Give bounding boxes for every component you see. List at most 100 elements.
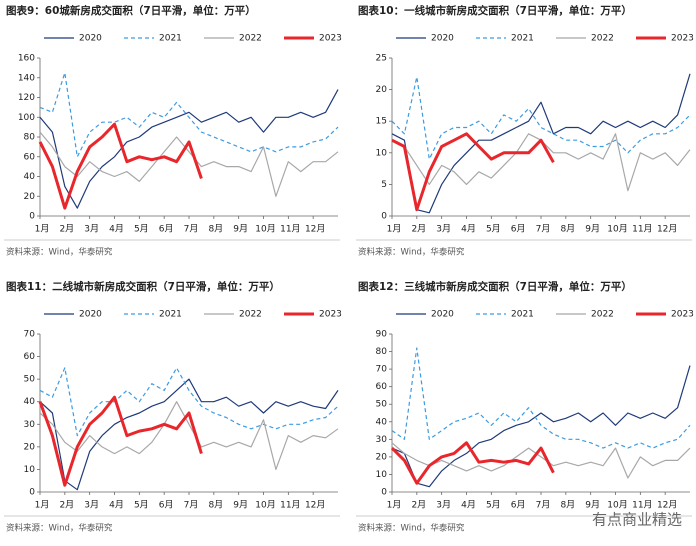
y-tick-label: 15 [376, 117, 387, 127]
x-tick-label: 10月 [607, 224, 627, 235]
x-tick-label: 1月 [35, 224, 50, 235]
x-tick-label: 12月 [305, 500, 325, 511]
legend-label: 2020 [79, 310, 102, 320]
x-tick-label: 7月 [184, 224, 199, 235]
y-tick-label: 160 [18, 54, 35, 64]
y-tick-label: 30 [376, 435, 388, 445]
series-line [39, 72, 339, 158]
legend-label: 2020 [79, 34, 102, 44]
y-tick-label: 60 [24, 152, 36, 162]
legend-label: 2022 [591, 310, 614, 320]
legend-label: 2021 [159, 310, 182, 320]
source-note: 资料来源：Wind，华泰研究 [358, 523, 465, 534]
x-tick-label: 3月 [84, 500, 99, 511]
y-tick-label: 20 [376, 85, 388, 95]
legend-label: 2023 [319, 34, 342, 44]
x-tick-label: 5月 [134, 224, 149, 235]
y-tick-label: 40 [24, 397, 36, 407]
x-tick-label: 7月 [184, 500, 199, 511]
y-tick-label: 20 [24, 442, 36, 452]
legend-label: 2022 [239, 34, 262, 44]
series-line [391, 73, 691, 214]
series-line [391, 347, 691, 449]
x-tick-label: 11月 [632, 500, 652, 511]
x-tick-label: 9月 [585, 224, 600, 235]
x-tick-label: 12月 [657, 224, 677, 235]
series-line [39, 401, 339, 470]
x-tick-label: 6月 [159, 224, 174, 235]
y-tick-label: 60 [376, 382, 388, 392]
x-tick-label: 4月 [109, 224, 124, 235]
series-line [391, 365, 691, 488]
legend-label: 2022 [591, 34, 614, 44]
y-tick-label: 120 [18, 93, 35, 103]
y-tick-label: 140 [18, 73, 35, 83]
x-tick-label: 1月 [35, 500, 50, 511]
y-tick-label: 80 [24, 133, 36, 143]
x-tick-label: 10月 [255, 224, 275, 235]
x-tick-label: 8月 [208, 224, 223, 235]
y-tick-label: 70 [376, 365, 388, 375]
legend-label: 2021 [159, 34, 182, 44]
x-tick-label: 2月 [59, 224, 74, 235]
series-line [39, 131, 339, 197]
x-tick-label: 2月 [411, 224, 426, 235]
y-tick-label: 60 [24, 352, 36, 362]
x-tick-label: 11月 [280, 224, 300, 235]
series-line [38, 395, 203, 487]
series-line [38, 122, 203, 210]
x-tick-label: 8月 [560, 224, 575, 235]
y-tick-label: 40 [376, 417, 388, 427]
y-tick-label: 0 [381, 488, 387, 498]
legend-label: 2020 [431, 310, 454, 320]
chart-title: 图表11：二线城市新房成交面积（7日平滑，单位：万平） [6, 280, 280, 293]
legend-label: 2023 [671, 310, 694, 320]
source-note: 资料来源：Wind，华泰研究 [6, 523, 113, 534]
x-tick-label: 1月 [387, 500, 402, 511]
legend-label: 2021 [511, 34, 534, 44]
source-note: 资料来源：Wind，华泰研究 [6, 247, 113, 258]
x-tick-label: 5月 [486, 224, 501, 235]
chart-panel: 图表9：60城新房成交面积（7日平滑，单位：万平） 资料来源：Wind，华泰研究 2… [4, 4, 342, 258]
y-tick-label: 0 [29, 488, 35, 498]
x-tick-label: 9月 [233, 500, 248, 511]
y-tick-label: 100 [18, 113, 35, 123]
x-tick-label: 6月 [159, 500, 174, 511]
x-tick-label: 4月 [461, 500, 476, 511]
y-tick-label: 40 [24, 172, 36, 182]
x-tick-label: 9月 [585, 500, 600, 511]
series-line [391, 132, 555, 212]
x-tick-label: 8月 [208, 500, 223, 511]
x-tick-label: 10月 [255, 500, 275, 511]
x-tick-label: 1月 [387, 224, 402, 235]
chart-title: 图表10：一线城市新房成交面积（7日平滑，单位：万平） [358, 4, 632, 17]
y-tick-label: 50 [24, 375, 36, 385]
legend-label: 2023 [319, 310, 342, 320]
chart-panel: 图表11：二线城市新房成交面积（7日平滑，单位：万平） 资料来源：Wind，华泰研… [4, 280, 342, 534]
y-tick-label: 30 [24, 420, 36, 430]
x-tick-label: 4月 [461, 224, 476, 235]
y-tick-label: 0 [381, 212, 387, 222]
x-tick-label: 11月 [280, 500, 300, 511]
y-tick-label: 80 [376, 347, 388, 357]
chart-title: 图表12：三线城市新房成交面积（7日平滑，单位：万平） [358, 280, 632, 293]
x-tick-label: 4月 [109, 500, 124, 511]
x-tick-label: 7月 [536, 224, 551, 235]
series-line [391, 442, 691, 479]
x-tick-label: 5月 [486, 500, 501, 511]
x-tick-label: 6月 [511, 224, 526, 235]
watermark: 有点商业精选 [592, 511, 682, 529]
chart-title: 图表9：60城新房成交面积（7日平滑，单位：万平） [6, 4, 256, 17]
x-tick-label: 11月 [632, 224, 652, 235]
y-tick-label: 50 [376, 400, 388, 410]
x-tick-label: 10月 [607, 500, 627, 511]
x-tick-label: 5月 [134, 500, 149, 511]
y-tick-label: 90 [376, 330, 388, 340]
source-note: 资料来源：Wind，华泰研究 [358, 247, 465, 258]
y-tick-label: 70 [24, 330, 36, 340]
x-tick-label: 3月 [84, 224, 99, 235]
series-line [39, 89, 339, 209]
y-tick-label: 20 [24, 192, 36, 202]
x-tick-label: 6月 [511, 500, 526, 511]
